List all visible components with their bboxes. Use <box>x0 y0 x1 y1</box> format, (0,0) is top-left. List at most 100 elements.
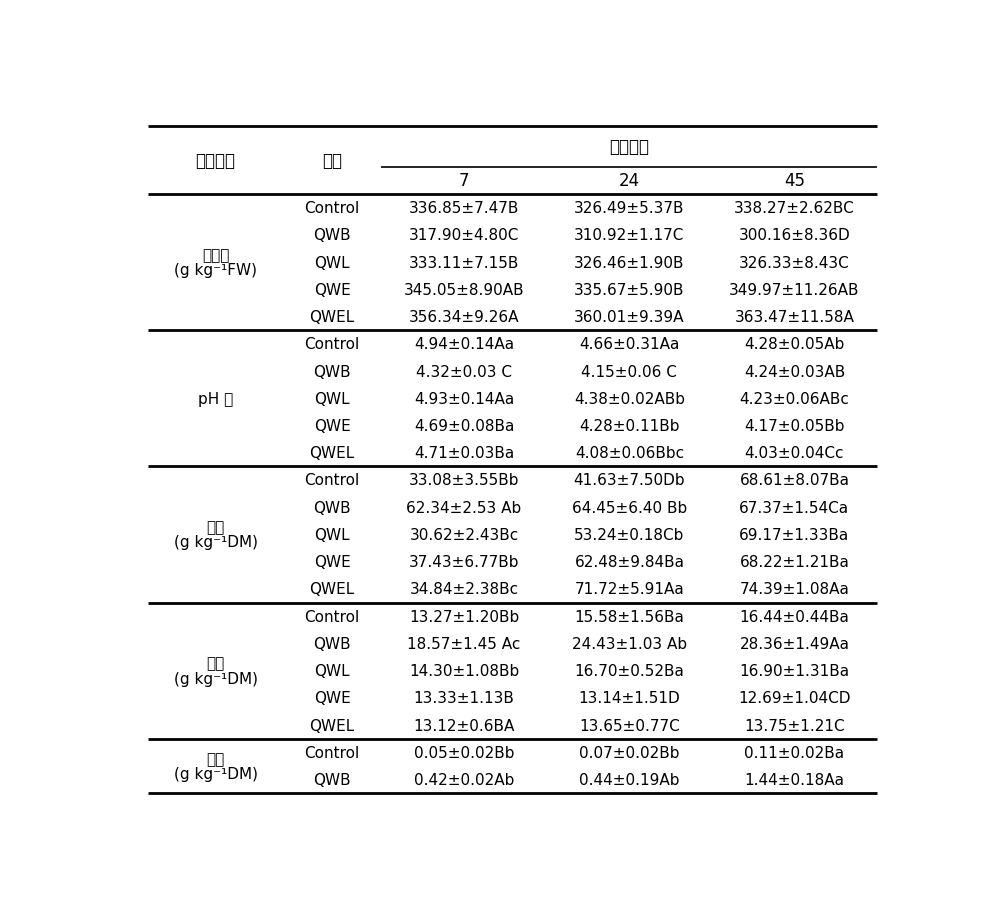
Text: 4.23±0.06ABc: 4.23±0.06ABc <box>739 392 849 406</box>
Text: 4.28±0.05Ab: 4.28±0.05Ab <box>744 337 845 352</box>
Text: 326.49±5.37B: 326.49±5.37B <box>574 201 685 216</box>
Text: QWEL: QWEL <box>310 310 355 324</box>
Text: QWE: QWE <box>314 282 351 298</box>
Text: Control: Control <box>305 745 360 760</box>
Text: 0.42±0.02Ab: 0.42±0.02Ab <box>414 773 514 787</box>
Text: QWB: QWB <box>313 773 351 787</box>
Text: 0.44±0.19Ab: 0.44±0.19Ab <box>579 773 680 787</box>
Text: QWB: QWB <box>313 636 351 651</box>
Text: 7: 7 <box>459 172 469 190</box>
Text: Control: Control <box>305 473 360 488</box>
Text: 处理: 处理 <box>322 152 342 169</box>
Text: QWEL: QWEL <box>310 718 355 732</box>
Text: 测定项目: 测定项目 <box>196 152 236 169</box>
Text: 4.71±0.03Ba: 4.71±0.03Ba <box>414 445 514 461</box>
Text: QWL: QWL <box>314 392 350 406</box>
Text: QWL: QWL <box>314 255 350 271</box>
Text: 33.08±3.55Bb: 33.08±3.55Bb <box>409 473 519 488</box>
Text: QWE: QWE <box>314 555 351 569</box>
Text: 62.34±2.53 Ab: 62.34±2.53 Ab <box>406 500 522 515</box>
Text: 4.24±0.03AB: 4.24±0.03AB <box>744 364 845 379</box>
Text: 62.48±9.84Ba: 62.48±9.84Ba <box>574 555 684 569</box>
Text: 13.12±0.6BA: 13.12±0.6BA <box>413 718 515 732</box>
Text: 356.34±9.26A: 356.34±9.26A <box>409 310 519 324</box>
Text: QWEL: QWEL <box>310 582 355 597</box>
Text: 乙酸: 乙酸 <box>207 656 225 670</box>
Text: 乳酸: 乳酸 <box>207 520 225 535</box>
Text: 0.07±0.02Bb: 0.07±0.02Bb <box>579 745 680 760</box>
Text: 360.01±9.39A: 360.01±9.39A <box>574 310 685 324</box>
Text: 4.15±0.06 C: 4.15±0.06 C <box>581 364 677 379</box>
Text: 53.24±0.18Cb: 53.24±0.18Cb <box>574 527 685 542</box>
Text: 16.90±1.31Ba: 16.90±1.31Ba <box>739 663 849 679</box>
Text: 338.27±2.62BC: 338.27±2.62BC <box>734 201 855 216</box>
Text: 18.57±1.45 Ac: 18.57±1.45 Ac <box>407 636 521 651</box>
Text: 16.44±0.44Ba: 16.44±0.44Ba <box>739 609 849 624</box>
Text: 4.93±0.14Aa: 4.93±0.14Aa <box>414 392 514 406</box>
Text: 13.33±1.13B: 13.33±1.13B <box>414 691 514 705</box>
Text: 326.46±1.90B: 326.46±1.90B <box>574 255 685 271</box>
Text: 4.94±0.14Aa: 4.94±0.14Aa <box>414 337 514 352</box>
Text: 青贮天数: 青贮天数 <box>609 138 649 157</box>
Text: 13.65±0.77C: 13.65±0.77C <box>579 718 680 732</box>
Text: pH 値: pH 値 <box>198 392 233 406</box>
Text: 4.03±0.04Cc: 4.03±0.04Cc <box>745 445 844 461</box>
Text: 74.39±1.08Aa: 74.39±1.08Aa <box>739 582 849 597</box>
Text: 24.43±1.03 Ab: 24.43±1.03 Ab <box>572 636 687 651</box>
Text: 336.85±7.47B: 336.85±7.47B <box>409 201 519 216</box>
Text: Control: Control <box>305 201 360 216</box>
Text: 0.11±0.02Ba: 0.11±0.02Ba <box>744 745 844 760</box>
Text: 69.17±1.33Ba: 69.17±1.33Ba <box>739 527 850 542</box>
Text: QWB: QWB <box>313 500 351 515</box>
Text: QWL: QWL <box>314 663 350 679</box>
Text: 4.32±0.03 C: 4.32±0.03 C <box>416 364 512 379</box>
Text: 30.62±2.43Bc: 30.62±2.43Bc <box>409 527 519 542</box>
Text: 丙酸: 丙酸 <box>207 751 225 766</box>
Text: QWB: QWB <box>313 228 351 243</box>
Text: QWE: QWE <box>314 418 351 434</box>
Text: 349.97±11.26AB: 349.97±11.26AB <box>729 282 860 298</box>
Text: 68.22±1.21Ba: 68.22±1.21Ba <box>739 555 849 569</box>
Text: 4.66±0.31Aa: 4.66±0.31Aa <box>579 337 680 352</box>
Text: 15.58±1.56Ba: 15.58±1.56Ba <box>574 609 684 624</box>
Text: 67.37±1.54Ca: 67.37±1.54Ca <box>739 500 849 515</box>
Text: 13.75±1.21C: 13.75±1.21C <box>744 718 845 732</box>
Text: 37.43±6.77Bb: 37.43±6.77Bb <box>409 555 519 569</box>
Text: QWE: QWE <box>314 691 351 705</box>
Text: 41.63±7.50Db: 41.63±7.50Db <box>574 473 685 488</box>
Text: (g kg⁻¹DM): (g kg⁻¹DM) <box>174 670 258 686</box>
Text: 12.69±1.04CD: 12.69±1.04CD <box>738 691 851 705</box>
Text: 14.30±1.08Bb: 14.30±1.08Bb <box>409 663 519 679</box>
Text: 310.92±1.17C: 310.92±1.17C <box>574 228 685 243</box>
Text: 333.11±7.15B: 333.11±7.15B <box>409 255 519 271</box>
Text: 28.36±1.49Aa: 28.36±1.49Aa <box>739 636 849 651</box>
Text: 16.70±0.52Ba: 16.70±0.52Ba <box>574 663 684 679</box>
Text: (g kg⁻¹FW): (g kg⁻¹FW) <box>174 263 257 278</box>
Text: 345.05±8.90AB: 345.05±8.90AB <box>404 282 524 298</box>
Text: 4.08±0.06Bbc: 4.08±0.06Bbc <box>575 445 684 461</box>
Text: 363.47±11.58A: 363.47±11.58A <box>734 310 854 324</box>
Text: 13.14±1.51D: 13.14±1.51D <box>579 691 680 705</box>
Text: 1.44±0.18Aa: 1.44±0.18Aa <box>744 773 844 787</box>
Text: 13.27±1.20Bb: 13.27±1.20Bb <box>409 609 519 624</box>
Text: QWEL: QWEL <box>310 445 355 461</box>
Text: QWB: QWB <box>313 364 351 379</box>
Text: 68.61±8.07Ba: 68.61±8.07Ba <box>739 473 849 488</box>
Text: 0.05±0.02Bb: 0.05±0.02Bb <box>414 745 514 760</box>
Text: 4.17±0.05Bb: 4.17±0.05Bb <box>744 418 845 434</box>
Text: 45: 45 <box>784 172 805 190</box>
Text: Control: Control <box>305 337 360 352</box>
Text: 300.16±8.36D: 300.16±8.36D <box>739 228 850 243</box>
Text: 64.45±6.40 Bb: 64.45±6.40 Bb <box>572 500 687 515</box>
Text: Control: Control <box>305 609 360 624</box>
Text: 4.28±0.11Bb: 4.28±0.11Bb <box>579 418 680 434</box>
Text: (g kg⁻¹DM): (g kg⁻¹DM) <box>174 766 258 781</box>
Text: 4.38±0.02ABb: 4.38±0.02ABb <box>574 392 685 406</box>
Text: 4.69±0.08Ba: 4.69±0.08Ba <box>414 418 514 434</box>
Text: 335.67±5.90B: 335.67±5.90B <box>574 282 685 298</box>
Text: 干物质: 干物质 <box>202 248 229 263</box>
Text: QWL: QWL <box>314 527 350 542</box>
Text: 34.84±2.38Bc: 34.84±2.38Bc <box>409 582 519 597</box>
Text: 326.33±8.43C: 326.33±8.43C <box>739 255 850 271</box>
Text: 317.90±4.80C: 317.90±4.80C <box>409 228 519 243</box>
